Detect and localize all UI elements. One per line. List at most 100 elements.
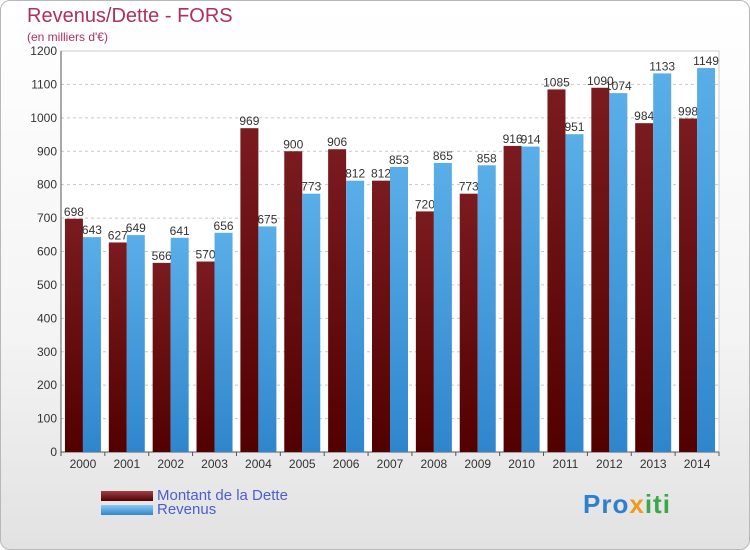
x-tick-label: 2014 [684,457,711,471]
x-tick-label: 2009 [464,457,491,471]
chart-subtitle: (en milliers d'€) [27,30,108,44]
bar-dette [635,123,654,453]
data-label: 773 [459,180,479,194]
y-tick-label: 400 [37,311,57,325]
data-label: 812 [371,167,391,181]
bar-revenus [433,162,452,452]
bar-revenus [565,134,584,452]
data-label: 649 [126,221,146,235]
bar-revenus [346,180,365,452]
y-tick-label: 700 [37,211,57,225]
data-label: 865 [433,149,453,163]
data-label: 906 [327,135,347,149]
data-label: 900 [283,137,303,151]
bar-revenus [697,68,716,452]
legend-label-dette: Montant de la Dette [157,487,288,504]
data-label: 951 [564,120,584,134]
bar-dette [152,262,171,452]
x-tick-label: 2000 [70,457,97,471]
y-tick-label: 800 [37,178,57,192]
bar-dette [372,180,390,452]
bar-revenus [126,235,145,452]
logo-part-3: iti [644,489,671,519]
x-tick-label: 2002 [157,457,184,471]
bar-dette [679,118,698,453]
data-label: 643 [82,223,102,237]
y-tick-label: 1100 [31,77,57,91]
bar-dette [547,89,566,452]
x-tick-label: 2003 [201,457,228,471]
proxiti-logo: Proxiti [583,489,671,520]
data-label: 570 [196,248,216,262]
bar-revenus [214,232,233,452]
data-label: 1090 [587,74,614,88]
data-label: 675 [257,212,277,226]
data-label: 1133 [649,59,675,73]
x-tick-label: 2012 [596,457,623,471]
data-label: 627 [108,228,128,242]
legend-label-revenus: Revenus [157,501,217,518]
bar-revenus [170,237,189,452]
data-label: 969 [239,114,259,128]
bar-dette [108,242,127,452]
data-label: 698 [64,205,84,219]
legend-swatch-dette [101,491,153,501]
data-label: 858 [477,151,497,165]
bar-dette [591,87,610,452]
bar-dette [328,149,347,452]
y-tick-label: 1000 [30,111,57,125]
y-tick-label: 1200 [30,44,57,58]
x-tick-label: 2005 [289,457,316,471]
y-tick-label: 900 [37,144,57,158]
bar-revenus [521,146,540,453]
bar-revenus [302,193,321,453]
x-tick-label: 2006 [333,457,360,471]
bar-dette [240,128,259,452]
logo-part-2: x [629,489,645,519]
bar-revenus [258,226,277,452]
bar-revenus [390,166,408,453]
x-tick-label: 2007 [377,457,404,471]
y-tick-label: 0 [50,445,57,459]
data-label: 916 [503,132,523,146]
x-tick-label: 2010 [508,457,535,471]
bar-revenus [653,73,672,453]
bar-revenus [609,93,628,452]
x-tick-label: 2004 [245,457,272,471]
data-label: 566 [152,249,172,263]
logo-part-1: Pro [583,489,630,519]
legend-swatch-revenus [101,505,153,515]
data-label: 984 [634,109,654,123]
data-label: 656 [214,219,234,233]
data-label: 914 [521,133,541,147]
chart-title: Revenus/Dette - FORS [27,5,233,27]
y-tick-label: 300 [37,345,57,359]
bar-dette [196,261,215,452]
data-label: 720 [415,197,435,211]
bar-revenus [82,237,101,452]
bar-dette [503,145,522,453]
y-tick-label: 200 [37,378,57,392]
y-tick-label: 600 [37,245,57,259]
data-label: 853 [389,153,409,167]
data-label: 641 [170,224,190,238]
x-tick-label: 2013 [640,457,667,471]
data-label: 1074 [605,79,632,93]
data-label: 1085 [543,75,570,89]
bar-revenus [477,165,496,452]
bar-dette [64,218,83,452]
bar-chart: 0 100 200 300 400 500 600 700 800 900 1000 1100 1200… [30,44,720,471]
x-tick-label: 2001 [113,457,140,471]
x-tick-label: 2011 [553,457,579,471]
y-tick-label: 500 [37,278,57,292]
bar-dette [284,151,303,452]
y-tick-label: 100 [37,412,57,426]
bar-dette [415,211,434,452]
data-label: 1149 [693,54,719,68]
bar-dette [459,193,478,453]
x-tick-label: 2008 [421,457,448,471]
data-label: 773 [301,180,321,194]
data-label: 812 [345,167,365,181]
data-label: 998 [678,105,698,119]
